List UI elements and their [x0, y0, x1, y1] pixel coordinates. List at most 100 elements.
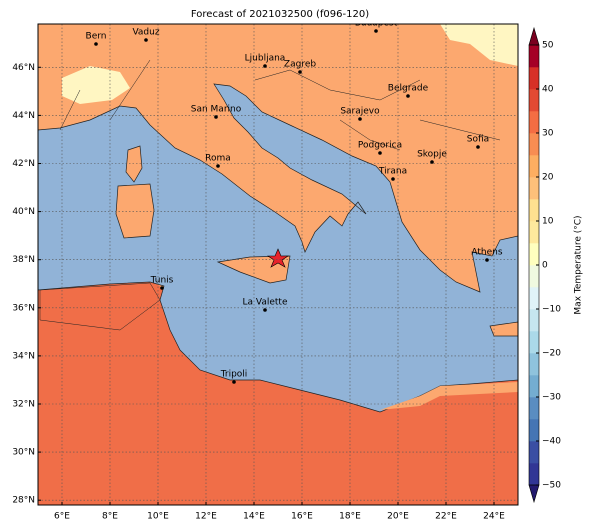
city-label: Tripoli [220, 370, 248, 380]
target-star [267, 248, 289, 268]
city-label: Zagreb [284, 60, 316, 70]
city-label: Podgorica [358, 141, 402, 151]
city-dot [391, 177, 395, 181]
y-tick-label: 38°N [12, 255, 35, 265]
y-tick-label: 36°N [12, 303, 35, 313]
city-label: Vaduz [132, 28, 159, 38]
city-label: Tunis [150, 276, 174, 286]
city-dot [94, 42, 98, 46]
colorbar-tick-label: 10 [542, 217, 554, 227]
x-tick-label: 14°E [243, 512, 265, 522]
x-tick-label: 10°E [147, 512, 169, 522]
x-tick-label: 18°E [339, 512, 361, 522]
city-label: Tirana [378, 167, 407, 177]
colorbar-band [529, 67, 539, 90]
y-tick-label: 28°N [12, 496, 35, 506]
cold-patch [440, 24, 518, 66]
colorbar-band [529, 441, 539, 464]
colorbar-band [529, 419, 539, 442]
city-label: Skopje [417, 150, 447, 160]
colorbar-band [529, 375, 539, 398]
map-frame [37, 23, 519, 506]
city-dot [263, 308, 267, 312]
colorbar-band [529, 155, 539, 178]
y-tick-label: 34°N [12, 351, 35, 361]
colorbar-tick-label: −30 [542, 393, 561, 403]
city-label: Bern [86, 32, 107, 42]
city-dot [216, 164, 220, 168]
colorbar-band [529, 265, 539, 288]
colorbar-tick-label: 30 [542, 129, 554, 139]
colorbar-extend-high [528, 26, 540, 46]
colorbar: −50 −40 −30 −20 −10 0 10 20 30 40 50 [528, 26, 561, 504]
coast-strip [380, 382, 518, 410]
axes: 6°E 8°E 10°E 12°E 14°E 16°E 18°E 20°E 22°E 24°E 28… [12, 63, 505, 522]
city-label: Athens [471, 248, 502, 258]
colorbar-tick-label: −50 [542, 481, 561, 491]
y-tick-label: 30°N [12, 448, 35, 458]
colorbar-tick-label: −40 [542, 437, 561, 447]
grid [38, 24, 518, 505]
y-tick-label: 32°N [12, 399, 35, 409]
y-tick-label: 46°N [12, 63, 35, 73]
city-label: Sofia [467, 135, 489, 145]
colorbar-band [529, 133, 539, 156]
city-label: La Valette [243, 298, 288, 308]
colorbar-tick-label: −10 [542, 305, 561, 315]
colorbar-band [529, 89, 539, 112]
x-tick-label: 24°E [483, 512, 505, 522]
city-dot [160, 286, 164, 290]
border [59, 59, 501, 151]
colorbar-band [529, 45, 539, 68]
colorbar-tick-label: 50 [542, 41, 554, 51]
colorbar-band [529, 243, 539, 266]
colorbar-band [529, 177, 539, 200]
city-dot [374, 29, 378, 33]
colorbar-tick-label: 0 [542, 261, 548, 271]
x-tick-label: 6°E [54, 512, 70, 522]
city-label: San Marino [191, 105, 242, 115]
map-title: Forecast of 2021032500 (f096-120) [191, 9, 369, 20]
crete [489, 321, 518, 337]
colorbar-band [529, 331, 539, 354]
colorbar-tick-label: −20 [542, 349, 561, 359]
city-dot [144, 38, 148, 42]
city-label: Belgrade [388, 84, 429, 94]
city-dot [263, 64, 267, 68]
city-dot [430, 160, 434, 164]
city-dot [232, 380, 236, 384]
x-tick-label: 8°E [102, 512, 118, 522]
border [39, 282, 161, 331]
colorbar-extend-low [528, 484, 540, 504]
colorbar-band [529, 199, 539, 222]
city-dot [378, 151, 382, 155]
city-label: Roma [205, 154, 231, 164]
cold-patch [62, 66, 130, 104]
city-dot [476, 145, 480, 149]
city-dot [358, 117, 362, 121]
colorbar-band [529, 353, 539, 376]
colorbar-tick-label: 40 [542, 85, 554, 95]
colorbar-band [529, 111, 539, 134]
colorbar-band [529, 463, 539, 486]
city-label: Sarajevo [340, 107, 380, 117]
corsica [125, 145, 143, 183]
colorbar-label: Max Temperature (°C) [574, 215, 584, 314]
colorbar-band [529, 287, 539, 310]
colorbar-band [529, 221, 539, 244]
sardinia [115, 183, 155, 239]
city-label: Budapest [355, 19, 398, 29]
x-tick-label: 20°E [387, 512, 409, 522]
y-tick-label: 40°N [12, 207, 35, 217]
city-dot [298, 70, 302, 74]
city-dot [485, 258, 489, 262]
y-tick-label: 44°N [12, 111, 35, 121]
colorbar-band [529, 309, 539, 332]
city-dot [406, 94, 410, 98]
x-tick-label: 16°E [291, 512, 313, 522]
x-tick-label: 12°E [195, 512, 217, 522]
y-tick-label: 42°N [12, 159, 35, 169]
